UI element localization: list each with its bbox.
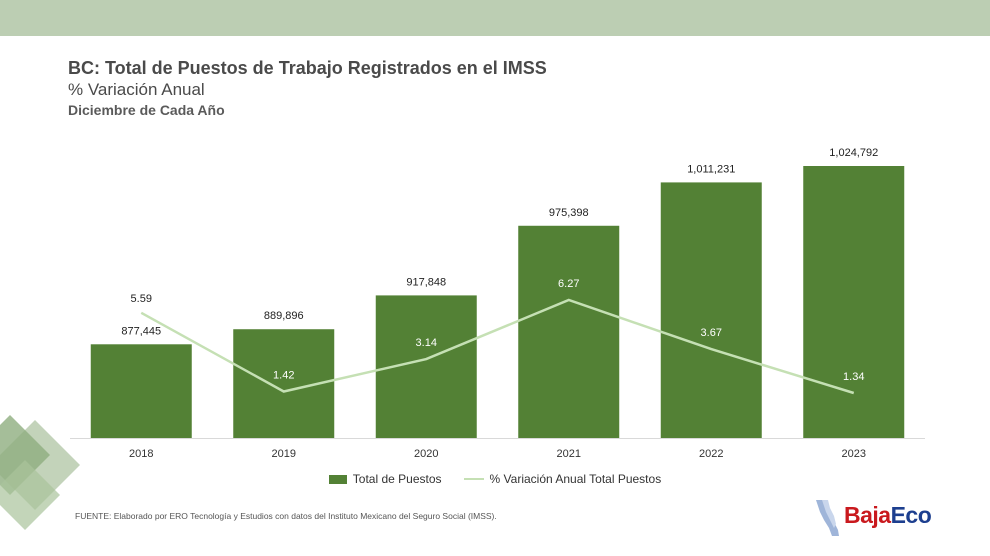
legend-label-bars: Total de Puestos (352, 472, 442, 486)
legend-swatch-line (463, 478, 484, 480)
legend-label-line: % Variación Anual Total Puestos (489, 472, 662, 486)
legend: Total de Puestos % Variación Anual Total… (0, 472, 990, 486)
bar-2022 (660, 182, 762, 438)
bar-2023 (803, 166, 905, 438)
x-tick-label-2019: 2019 (272, 448, 296, 460)
x-tick-label-2023: 2023 (842, 448, 866, 460)
bar-value-label-2019: 889,896 (264, 310, 304, 322)
baja-california-map-icon (816, 500, 839, 536)
line-value-label-2023: 1.34 (843, 371, 864, 383)
legend-item-bars: Total de Puestos (328, 472, 442, 486)
line-series-variacion (140, 298, 855, 395)
line-value-label-2019: 1.42 (273, 369, 294, 381)
top-band (0, 0, 990, 36)
logo-baja: Baja (844, 502, 891, 528)
x-tick-label-2020: 2020 (414, 448, 438, 460)
bar-value-label-2023: 1,024,792 (829, 147, 878, 159)
line-value-label-2022: 3.67 (701, 327, 722, 339)
x-tick-label-2021: 2021 (557, 448, 581, 460)
logo-eco: Eco (890, 502, 932, 528)
bar-value-label-2022: 1,011,231 (687, 163, 735, 175)
bar-value-label-2021: 975,398 (549, 207, 589, 219)
bar-value-label-2018: 877,445 (121, 325, 161, 337)
bar-2021 (518, 225, 620, 438)
source-note: FUENTE: Elaborado por ERO Tecnología y E… (75, 511, 497, 521)
line-value-label-2021: 6.27 (558, 278, 579, 290)
bar-value-label-2020: 917,848 (406, 276, 446, 288)
chart-title: BC: Total de Puestos de Trabajo Registra… (68, 58, 547, 78)
legend-swatch-bar (328, 474, 347, 484)
line-value-label-2020: 3.14 (416, 337, 437, 349)
bajaeco-logo: BajaEco (812, 498, 952, 538)
bar-2018 (90, 344, 192, 438)
x-tick-label-2018: 2018 (129, 448, 153, 460)
legend-item-line: % Variación Anual Total Puestos (463, 472, 662, 486)
logo-text: BajaEco (844, 502, 932, 529)
chart-subtitle-date: Diciembre de Cada Año (68, 102, 225, 118)
chart-subtitle: % Variación Anual (68, 80, 205, 99)
line-value-label-2018: 5.59 (131, 293, 152, 305)
decorative-diamonds (0, 415, 80, 530)
x-tick-label-2022: 2022 (699, 448, 723, 460)
